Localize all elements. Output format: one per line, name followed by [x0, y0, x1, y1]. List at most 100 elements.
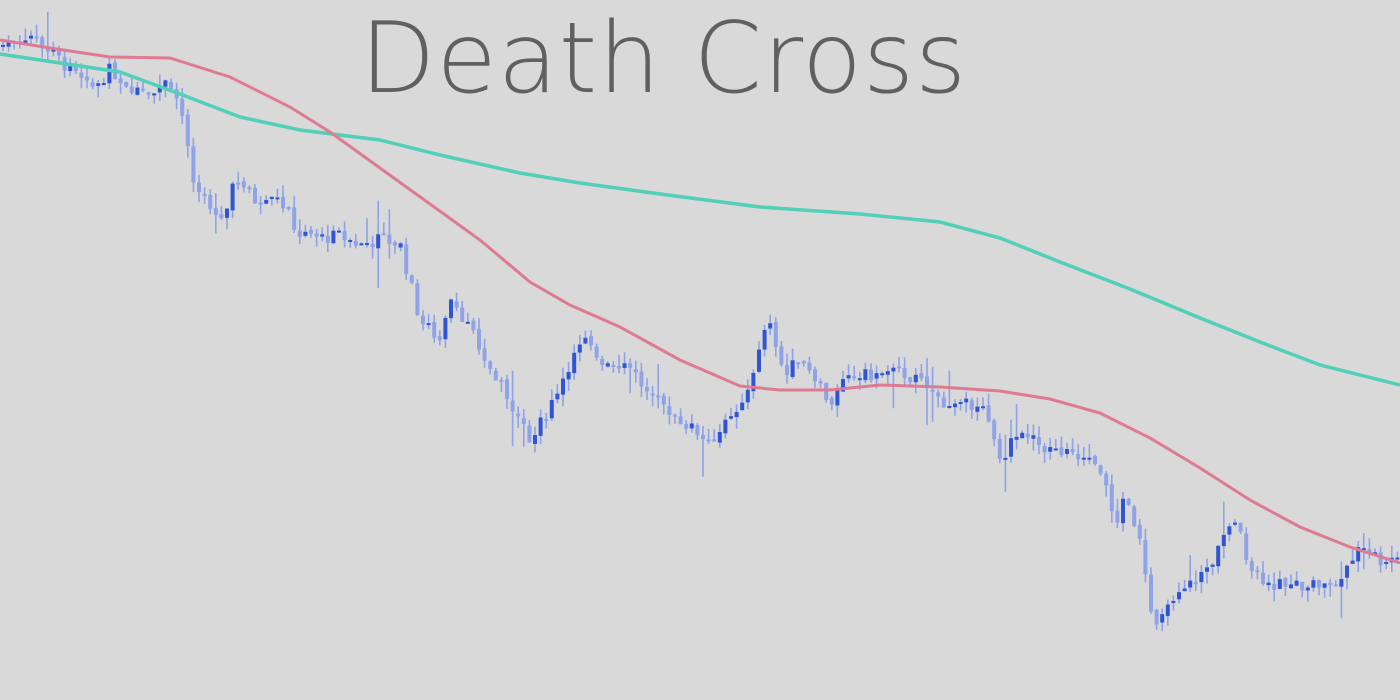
candle-body — [678, 416, 683, 425]
candle-body — [482, 348, 487, 361]
candle-body — [393, 242, 397, 246]
candle-body — [208, 195, 213, 209]
candle-body — [1317, 580, 1321, 588]
candle-body — [1249, 561, 1254, 571]
candle-body — [169, 82, 173, 89]
candle-body — [309, 229, 313, 234]
candle-body — [936, 392, 941, 397]
candle-body — [505, 379, 509, 400]
candle-body — [57, 48, 61, 56]
candle-body — [740, 402, 745, 411]
candle-body — [1059, 447, 1064, 456]
candle-body — [706, 439, 711, 442]
candle-body — [527, 425, 532, 443]
candle-body — [404, 244, 409, 274]
candle-body — [577, 344, 582, 353]
candle-body — [555, 393, 560, 400]
candle-body — [1076, 454, 1081, 459]
candle-body — [359, 243, 364, 246]
candle-body — [566, 371, 571, 380]
candle-body — [101, 83, 106, 86]
candle-body — [712, 439, 717, 442]
candle-body — [185, 114, 190, 147]
candle-body — [488, 361, 493, 370]
candle-body — [421, 315, 425, 325]
fast-moving-average-line — [0, 38, 1400, 565]
candle-body — [628, 363, 633, 368]
candle-body — [745, 389, 750, 403]
candle-body — [376, 234, 381, 249]
candle-body — [1294, 580, 1299, 586]
candle-body — [941, 397, 946, 408]
candle-body — [1126, 498, 1131, 505]
candle-body — [717, 431, 722, 443]
chart-title: Death Cross — [360, 2, 968, 116]
candle-body — [544, 418, 549, 421]
candle-body — [947, 405, 952, 408]
candle-body — [157, 85, 162, 93]
candle-body — [953, 403, 957, 408]
candle-body — [751, 372, 756, 392]
candle-body — [1210, 564, 1215, 567]
candle-body — [202, 193, 207, 197]
candle-body — [863, 369, 868, 381]
candle-body — [281, 196, 285, 209]
candle-body — [510, 400, 515, 412]
candle-body — [1154, 609, 1159, 625]
candle-body — [34, 36, 39, 39]
candle-body — [129, 86, 134, 94]
candle-body — [432, 322, 437, 338]
candle-body — [1356, 547, 1361, 562]
candle-body — [6, 42, 11, 47]
candle-body — [449, 299, 453, 319]
candle-body — [365, 243, 369, 246]
candle-body — [1333, 584, 1338, 587]
candle-body — [997, 439, 1002, 459]
candle-body — [1328, 582, 1333, 586]
candle-body — [493, 370, 498, 381]
candle-body — [1339, 578, 1344, 587]
candle-body — [1261, 572, 1265, 584]
candle-body — [684, 423, 689, 429]
candle-body — [880, 373, 885, 376]
candle-body — [107, 63, 112, 84]
candle-body — [471, 320, 476, 331]
candle-body — [342, 231, 347, 241]
candle-body — [930, 389, 935, 392]
candle-body — [1188, 580, 1193, 588]
candle-body — [622, 363, 627, 368]
candle-body — [611, 364, 616, 367]
candle-body — [1037, 437, 1041, 446]
candle-body — [230, 183, 235, 211]
candle-body — [1193, 582, 1198, 585]
candle-body — [1244, 533, 1249, 561]
candle-body — [913, 374, 918, 383]
candle-body — [90, 82, 95, 87]
candle-body — [264, 199, 269, 204]
candle-body — [40, 37, 45, 49]
candle-body — [477, 328, 481, 350]
candle-body — [516, 413, 521, 417]
candle-body — [79, 72, 84, 78]
candle-body — [1104, 473, 1109, 486]
candle-body — [1025, 433, 1030, 438]
candle-body — [1009, 438, 1013, 457]
candle-body — [68, 63, 73, 72]
candle-body — [236, 182, 241, 185]
candle-body — [807, 362, 812, 371]
candle-body — [1384, 562, 1389, 565]
candle-body — [191, 146, 196, 183]
candle-body — [779, 346, 784, 365]
candle-body — [1014, 436, 1019, 440]
candle-body — [695, 424, 700, 436]
candle-body — [656, 395, 661, 398]
candle-body — [572, 352, 577, 374]
candle-body — [1048, 447, 1053, 452]
candle-body — [499, 379, 504, 382]
candle-body — [661, 395, 666, 405]
candle-body — [992, 420, 997, 440]
candle-body — [1395, 557, 1400, 560]
candle-body — [141, 88, 145, 91]
candle-body — [734, 411, 739, 418]
